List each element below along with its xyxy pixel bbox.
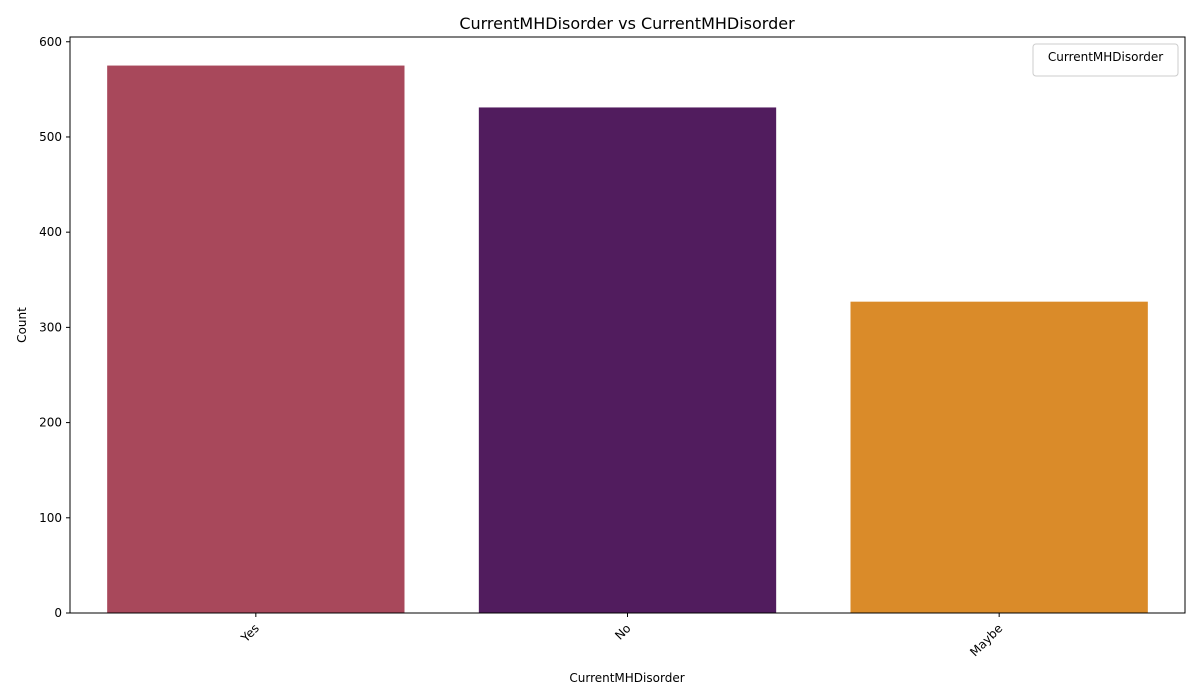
y-tick-label: 100 xyxy=(39,511,62,525)
y-tick-label: 0 xyxy=(54,606,62,620)
y-tick-label: 300 xyxy=(39,320,62,334)
y-axis-ticks: 0 100 200 300 400 500 600 xyxy=(39,35,70,620)
x-tick-label: Maybe xyxy=(967,621,1005,659)
chart-title: CurrentMHDisorder vs CurrentMHDisorder xyxy=(459,14,795,33)
y-axis-label: Count xyxy=(15,307,29,343)
bar-no xyxy=(478,107,777,614)
y-tick-label: 600 xyxy=(39,35,62,49)
legend-title: CurrentMHDisorder xyxy=(1048,50,1163,64)
y-tick-label: 200 xyxy=(39,416,62,430)
plot-frame xyxy=(69,36,1186,614)
bar-maybe xyxy=(850,301,1148,613)
y-tick-label: 400 xyxy=(39,225,62,239)
x-axis-ticks: Yes No Maybe xyxy=(238,613,1005,659)
legend-box xyxy=(1032,43,1179,77)
y-tick-label: 500 xyxy=(39,130,62,144)
bars-group xyxy=(107,65,1148,614)
bar-yes xyxy=(107,65,405,613)
x-tick-label: Yes xyxy=(238,621,262,645)
x-tick-label: No xyxy=(612,621,633,642)
x-axis-label: CurrentMHDisorder xyxy=(569,671,684,685)
legend: CurrentMHDisorder xyxy=(1032,43,1179,77)
